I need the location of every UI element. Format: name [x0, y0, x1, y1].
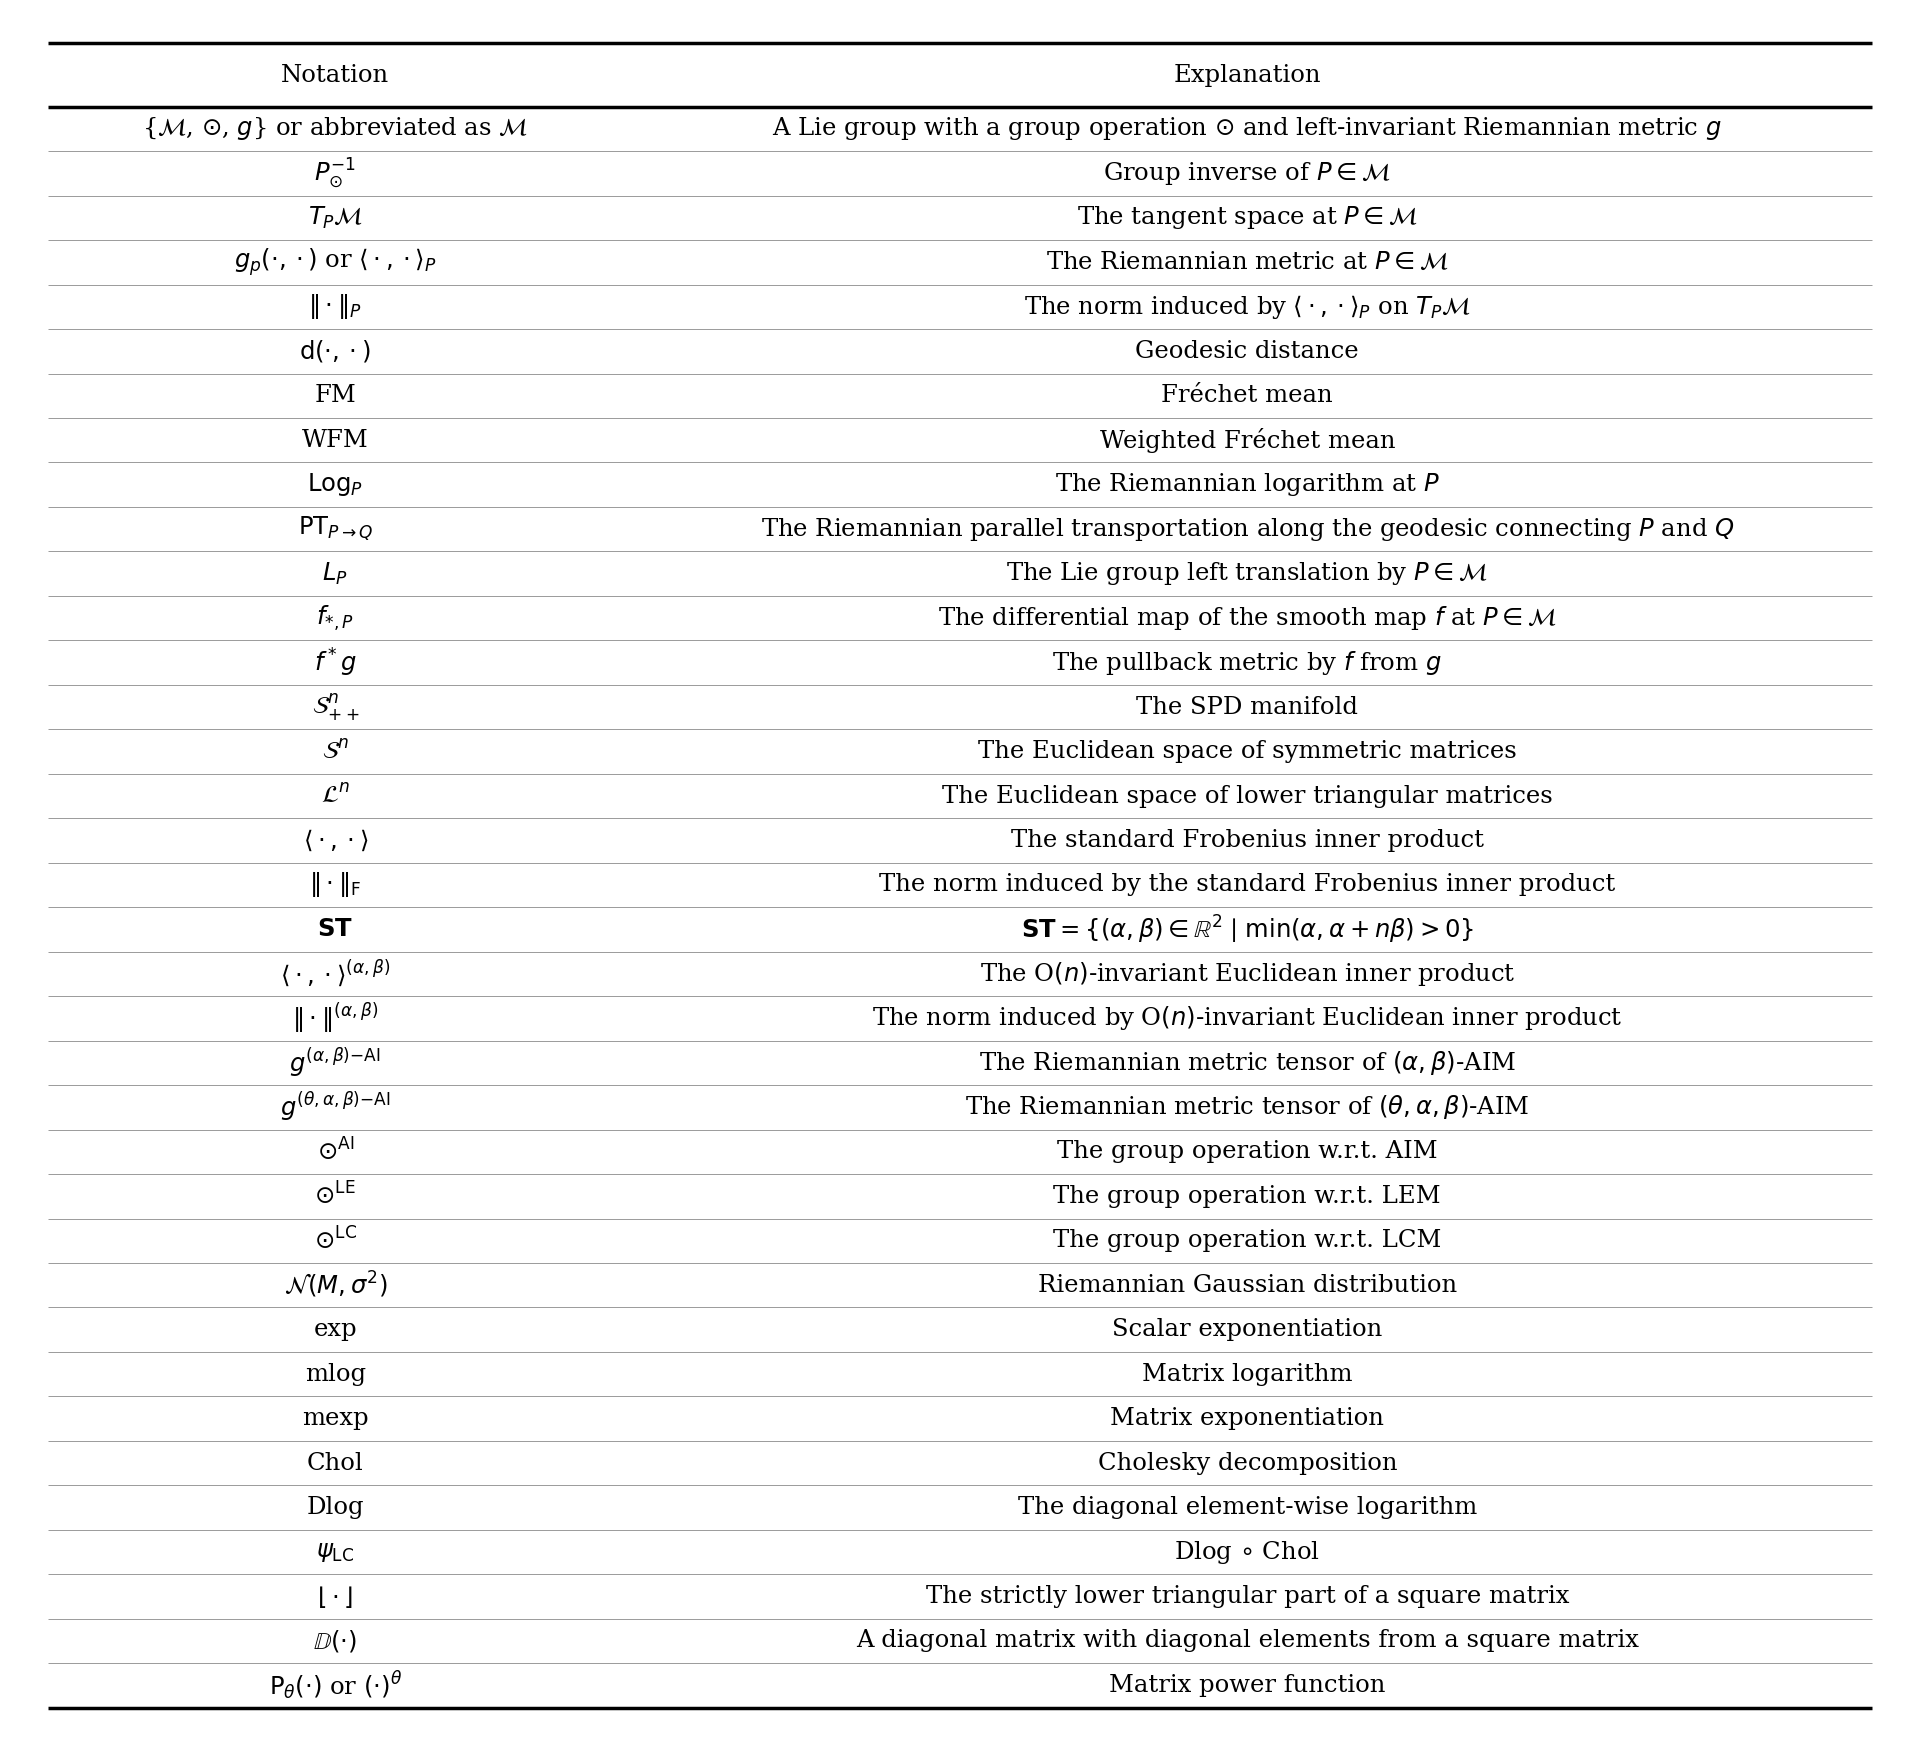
- Text: The Lie group left translation by $P \in \mathcal{M}$: The Lie group left translation by $P \in…: [1006, 560, 1488, 588]
- Text: A Lie group with a group operation $\odot$ and left-invariant Riemannian metric : A Lie group with a group operation $\odo…: [772, 115, 1722, 143]
- Text: $\langle\cdot,\cdot\rangle^{(\alpha,\beta)}$: $\langle\cdot,\cdot\rangle^{(\alpha,\bet…: [280, 958, 390, 989]
- Text: The standard Frobenius inner product: The standard Frobenius inner product: [1010, 830, 1484, 852]
- Text: WFM: WFM: [301, 430, 369, 452]
- Text: Explanation: Explanation: [1173, 64, 1321, 87]
- Text: The norm induced by the standard Frobenius inner product: The norm induced by the standard Frobeni…: [879, 873, 1615, 897]
- Text: $\mathbf{ST}$: $\mathbf{ST}$: [317, 918, 353, 941]
- Text: $\|\cdot\|_{\mathrm{F}}$: $\|\cdot\|_{\mathrm{F}}$: [309, 871, 361, 899]
- Text: Chol: Chol: [307, 1452, 363, 1475]
- Text: $\|\cdot\|_P$: $\|\cdot\|_P$: [309, 292, 363, 322]
- Text: exp: exp: [313, 1318, 357, 1341]
- Text: $L_P$: $L_P$: [323, 560, 348, 586]
- Text: FM: FM: [315, 384, 355, 407]
- Text: $g^{(\alpha,\beta)\mathrm{-AI}}$: $g^{(\alpha,\beta)\mathrm{-AI}}$: [290, 1047, 380, 1080]
- Text: Weighted Fréchet mean: Weighted Fréchet mean: [1100, 428, 1396, 452]
- Text: The Euclidean space of lower triangular matrices: The Euclidean space of lower triangular …: [943, 784, 1553, 807]
- Text: The Riemannian metric tensor of $(\theta,\alpha,\beta)$-AIM: The Riemannian metric tensor of $(\theta…: [966, 1094, 1530, 1122]
- Text: {$\mathcal{M}$, $\odot$, $g$} or abbreviated as $\mathcal{M}$: {$\mathcal{M}$, $\odot$, $g$} or abbrevi…: [142, 115, 528, 143]
- Text: Matrix logarithm: Matrix logarithm: [1142, 1363, 1352, 1386]
- Text: $\mathrm{PT}_{P\rightarrow Q}$: $\mathrm{PT}_{P\rightarrow Q}$: [298, 515, 372, 543]
- Text: Dlog $\circ$ Chol: Dlog $\circ$ Chol: [1175, 1539, 1321, 1565]
- Text: The Euclidean space of symmetric matrices: The Euclidean space of symmetric matrice…: [977, 741, 1517, 763]
- Text: Dlog: Dlog: [307, 1496, 365, 1520]
- Text: $f_{*,P}$: $f_{*,P}$: [317, 603, 355, 633]
- Text: Geodesic distance: Geodesic distance: [1135, 339, 1359, 363]
- Text: Cholesky decomposition: Cholesky decomposition: [1098, 1452, 1398, 1475]
- Text: Scalar exponentiation: Scalar exponentiation: [1112, 1318, 1382, 1341]
- Text: $f^*g$: $f^*g$: [315, 647, 357, 678]
- Text: $\psi_{\mathrm{LC}}$: $\psi_{\mathrm{LC}}$: [317, 1541, 355, 1563]
- Text: The pullback metric by $f$ from $g$: The pullback metric by $f$ from $g$: [1052, 649, 1442, 676]
- Text: $\odot^{\mathrm{LC}}$: $\odot^{\mathrm{LC}}$: [313, 1228, 357, 1254]
- Text: $P_{\odot}^{-1}$: $P_{\odot}^{-1}$: [315, 157, 357, 191]
- Text: Group inverse of $P \in \mathcal{M}$: Group inverse of $P \in \mathcal{M}$: [1104, 160, 1392, 186]
- Text: A diagonal matrix with diagonal elements from a square matrix: A diagonal matrix with diagonal elements…: [856, 1629, 1638, 1652]
- Text: $\lfloor\cdot\rfloor$: $\lfloor\cdot\rfloor$: [317, 1584, 353, 1610]
- Text: mlog: mlog: [305, 1363, 367, 1386]
- Text: $\odot^{\mathrm{AI}}$: $\odot^{\mathrm{AI}}$: [317, 1139, 353, 1165]
- Text: Matrix power function: Matrix power function: [1110, 1675, 1386, 1697]
- Text: The group operation w.r.t. LEM: The group operation w.r.t. LEM: [1054, 1184, 1442, 1209]
- Text: $g_p(\cdot,\cdot)$ or $\langle\cdot,\cdot\rangle_P$: $g_p(\cdot,\cdot)$ or $\langle\cdot,\cdo…: [234, 247, 436, 278]
- Text: $\mathrm{P}_{\theta}(\cdot)$ or $(\cdot)^{\theta}$: $\mathrm{P}_{\theta}(\cdot)$ or $(\cdot)…: [269, 1669, 401, 1702]
- Text: The norm induced by $\langle\cdot,\cdot\rangle_P$ on $T_P\mathcal{M}$: The norm induced by $\langle\cdot,\cdot\…: [1023, 292, 1471, 320]
- Text: The strictly lower triangular part of a square matrix: The strictly lower triangular part of a …: [925, 1584, 1569, 1609]
- Text: $\mathcal{N}(M, \sigma^2)$: $\mathcal{N}(M, \sigma^2)$: [284, 1269, 388, 1301]
- Text: The Riemannian metric tensor of $(\alpha,\beta)$-AIM: The Riemannian metric tensor of $(\alpha…: [979, 1049, 1517, 1076]
- Text: The Riemannian metric at $P \in \mathcal{M}$: The Riemannian metric at $P \in \mathcal…: [1046, 250, 1448, 273]
- Text: $\mathbb{D}(\cdot)$: $\mathbb{D}(\cdot)$: [313, 1628, 357, 1654]
- Text: $\mathrm{d}(\cdot,\cdot)$: $\mathrm{d}(\cdot,\cdot)$: [300, 339, 371, 363]
- Text: $\mathbf{ST} = \{(\alpha,\beta) \in \mathbb{R}^2 \mid \min(\alpha, \alpha + n\be: $\mathbf{ST} = \{(\alpha,\beta) \in \mat…: [1021, 913, 1475, 946]
- Text: The diagonal element-wise logarithm: The diagonal element-wise logarithm: [1018, 1496, 1476, 1520]
- Text: The group operation w.r.t. AIM: The group operation w.r.t. AIM: [1058, 1141, 1438, 1163]
- Text: Riemannian Gaussian distribution: Riemannian Gaussian distribution: [1037, 1273, 1457, 1297]
- Text: $\mathrm{Log}_P$: $\mathrm{Log}_P$: [307, 471, 363, 499]
- Text: $\mathcal{L}^n$: $\mathcal{L}^n$: [321, 784, 349, 809]
- Text: mexp: mexp: [301, 1407, 369, 1429]
- Text: The Riemannian logarithm at $P$: The Riemannian logarithm at $P$: [1054, 471, 1440, 499]
- Text: $\odot^{\mathrm{LE}}$: $\odot^{\mathrm{LE}}$: [315, 1183, 355, 1210]
- Text: Fréchet mean: Fréchet mean: [1162, 384, 1332, 407]
- Text: The group operation w.r.t. LCM: The group operation w.r.t. LCM: [1052, 1229, 1442, 1252]
- Text: The tangent space at $P \in \mathcal{M}$: The tangent space at $P \in \mathcal{M}$: [1077, 205, 1417, 231]
- Text: The norm induced by O$(n)$-invariant Euclidean inner product: The norm induced by O$(n)$-invariant Euc…: [872, 1005, 1622, 1033]
- Text: $\langle\cdot,\cdot\rangle$: $\langle\cdot,\cdot\rangle$: [303, 828, 369, 854]
- Text: $\|\cdot\|^{(\alpha,\beta)}$: $\|\cdot\|^{(\alpha,\beta)}$: [292, 1002, 378, 1036]
- Text: The Riemannian parallel transportation along the geodesic connecting $P$ and $Q$: The Riemannian parallel transportation a…: [760, 516, 1734, 543]
- Text: $T_P\mathcal{M}$: $T_P\mathcal{M}$: [307, 205, 363, 231]
- Text: $g^{(\theta,\alpha,\beta)\mathrm{-AI}}$: $g^{(\theta,\alpha,\beta)\mathrm{-AI}}$: [280, 1090, 390, 1123]
- Text: Notation: Notation: [280, 64, 390, 87]
- Text: The O$(n)$-invariant Euclidean inner product: The O$(n)$-invariant Euclidean inner pro…: [979, 960, 1515, 988]
- Text: Matrix exponentiation: Matrix exponentiation: [1110, 1407, 1384, 1429]
- Text: $\mathcal{S}^n$: $\mathcal{S}^n$: [323, 739, 349, 763]
- Text: $\mathcal{S}^n_{++}$: $\mathcal{S}^n_{++}$: [311, 692, 359, 723]
- Text: The differential map of the smooth map $f$ at $P \in \mathcal{M}$: The differential map of the smooth map $…: [937, 603, 1557, 633]
- Text: The SPD manifold: The SPD manifold: [1137, 696, 1357, 718]
